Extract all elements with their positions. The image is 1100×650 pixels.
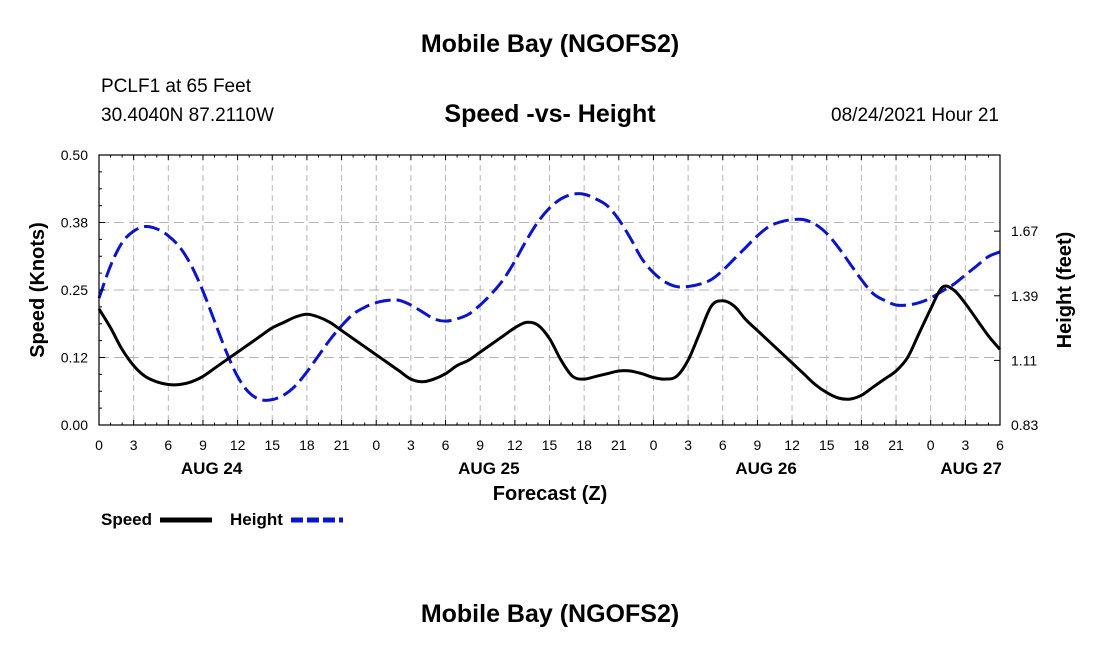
y-tick-label-right: 1.11: [1011, 352, 1037, 368]
speed-series-line: [97, 284, 1002, 401]
x-tick-label: 6: [996, 437, 1004, 453]
x-tick-label: 3: [684, 437, 692, 453]
legend-height-label: Height: [230, 510, 283, 529]
y-axis-label-right: Height (feet): [1054, 232, 1076, 349]
coordinates-label: 30.4040N 87.2110W: [101, 105, 274, 126]
day-label: AUG 27: [940, 459, 1001, 478]
y-tick-label-left: 0.25: [61, 282, 88, 298]
x-tick-label: 6: [164, 437, 172, 453]
x-tick-label: 0: [372, 437, 380, 453]
x-tick-label: 15: [819, 437, 835, 453]
y-tick-label-left: 0.12: [61, 350, 88, 366]
y-tick-label-right: 1.67: [1011, 223, 1038, 239]
day-label: AUG 24: [181, 459, 243, 478]
x-tick-label: 21: [611, 437, 627, 453]
y-tick-label-left: 0.00: [61, 417, 88, 433]
y-tick-label-right: 0.83: [1011, 417, 1038, 433]
x-tick-label: 3: [407, 437, 415, 453]
x-tick-label: 12: [784, 437, 800, 453]
x-tick-label: 18: [576, 437, 592, 453]
x-tick-label: 12: [230, 437, 246, 453]
day-label: AUG 25: [458, 459, 519, 478]
x-tick-label: 3: [130, 437, 138, 453]
day-label: AUG 26: [735, 459, 796, 478]
station-label: PCLF1 at 65 Feet: [101, 76, 251, 97]
x-tick-label: 3: [961, 437, 969, 453]
x-tick-label: 21: [334, 437, 350, 453]
legend-speed-label: Speed: [101, 510, 152, 529]
chart-title: Speed -vs- Height: [444, 100, 656, 128]
x-tick-label: 0: [650, 437, 658, 453]
page-title: Mobile Bay (NGOFS2): [420, 30, 680, 58]
x-tick-label: 6: [719, 437, 727, 453]
x-tick-label: 0: [927, 437, 935, 453]
x-tick-label: 9: [754, 437, 762, 453]
x-tick-label: 12: [507, 437, 523, 453]
x-tick-label: 15: [264, 437, 280, 453]
height-series-line: [97, 192, 1001, 402]
x-tick-label: 0: [95, 437, 103, 453]
run-time-label: 08/24/2021 Hour 21: [831, 105, 999, 126]
x-tick-label: 6: [442, 437, 450, 453]
grid: [99, 155, 1000, 425]
axis-ticks: 0 3 6 9 12 15 18 21 0 3 6 9 12 15 18 21 0 3 6 9 12 15 18 21 0 3 6A…: [61, 147, 1039, 478]
y-tick-label-left: 0.38: [61, 215, 88, 231]
series-layer: [97, 192, 1002, 402]
x-tick-label: 18: [299, 437, 315, 453]
footer-title: Mobile Bay (NGOFS2): [420, 600, 680, 628]
y-tick-label-right: 1.39: [1011, 288, 1038, 304]
x-tick-label: 9: [476, 437, 484, 453]
y-axis-label-left: Speed (Knots): [27, 222, 49, 358]
x-tick-label: 18: [854, 437, 870, 453]
y-tick-label-left: 0.50: [61, 147, 88, 163]
legend: Speed Height: [101, 510, 343, 529]
x-tick-label: 9: [199, 437, 207, 453]
x-tick-label: 21: [888, 437, 904, 453]
x-axis-label: Forecast (Z): [493, 483, 607, 505]
x-tick-label: 15: [542, 437, 558, 453]
